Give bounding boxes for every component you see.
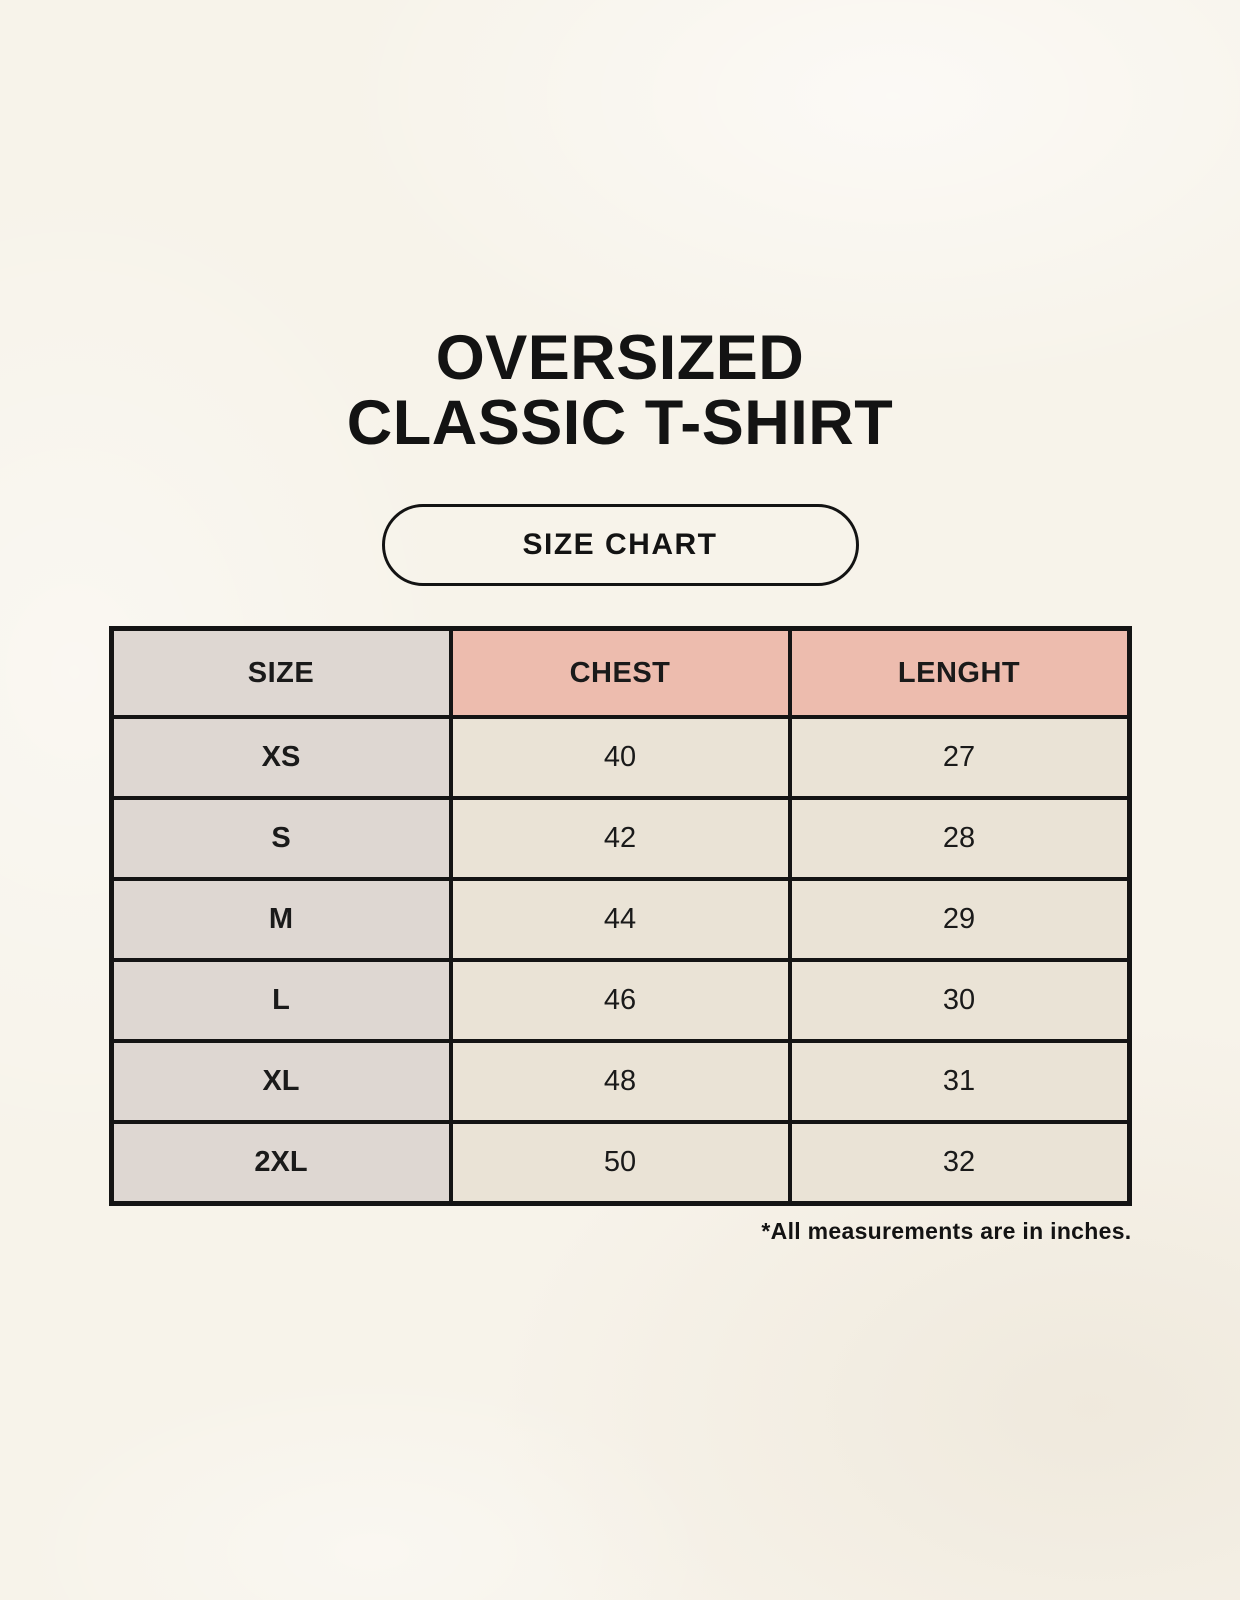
table-row-m: M 44 29 [111, 879, 1129, 960]
table-header-row: SIZE CHEST LENGHT [111, 629, 1129, 717]
table-row-s: S 42 28 [111, 798, 1129, 879]
size-cell: L [111, 960, 451, 1041]
chest-cell: 40 [450, 717, 790, 798]
table-row-xs: XS 40 27 [111, 717, 1129, 798]
size-chart-label: SIZE CHART [522, 528, 718, 561]
product-title: OVERSIZED CLASSIC T-SHIRT [347, 326, 894, 456]
length-cell: 31 [789, 1041, 1129, 1122]
chest-cell: 48 [450, 1041, 790, 1122]
chest-cell: 42 [450, 798, 790, 879]
table-row-xl: XL 48 31 [111, 1041, 1129, 1122]
size-chart-label-pill: SIZE CHART [381, 504, 859, 586]
size-cell: XS [111, 717, 451, 798]
size-cell: XL [111, 1041, 451, 1122]
product-title-line2: CLASSIC T-SHIRT [346, 388, 894, 458]
size-chart-table: SIZE CHEST LENGHT XS 40 27 S 42 28 M [108, 626, 1132, 1206]
chest-cell: 46 [450, 960, 790, 1041]
chest-cell: 50 [450, 1122, 790, 1203]
header-chest: CHEST [450, 629, 790, 717]
size-cell: 2XL [111, 1122, 451, 1203]
size-cell: M [111, 879, 451, 960]
size-cell: S [111, 798, 451, 879]
measurements-footnote: *All measurements are in inches. [761, 1218, 1132, 1244]
table-row-l: L 46 30 [111, 960, 1129, 1041]
length-cell: 30 [789, 960, 1129, 1041]
table-row-2xl: 2XL 50 32 [111, 1122, 1129, 1203]
length-cell: 27 [789, 717, 1129, 798]
length-cell: 28 [789, 798, 1129, 879]
header-size: SIZE [111, 629, 451, 717]
length-cell: 29 [789, 879, 1129, 960]
chest-cell: 44 [450, 879, 790, 960]
header-length: LENGHT [789, 629, 1129, 717]
length-cell: 32 [789, 1122, 1129, 1203]
product-title-line1: OVERSIZED [435, 323, 805, 393]
